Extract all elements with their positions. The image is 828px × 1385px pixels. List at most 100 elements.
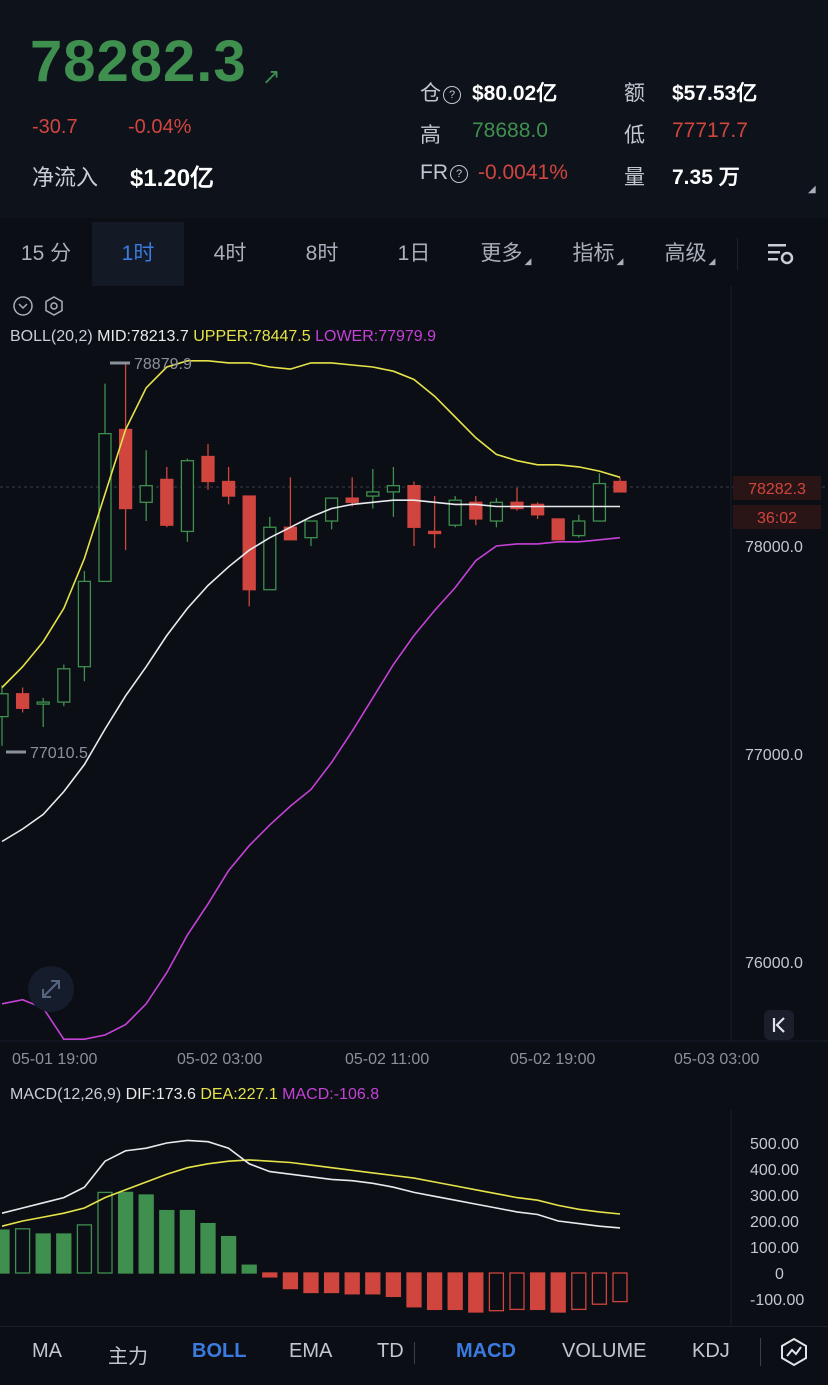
candle-body	[407, 485, 421, 528]
candle-body	[324, 497, 339, 522]
macd-dea: DEA:227.1	[200, 1086, 278, 1103]
indicator-macd[interactable]: MACD	[456, 1340, 516, 1362]
candle-body	[572, 520, 586, 537]
tab-15m[interactable]: 15 分	[20, 242, 72, 265]
tab-indicators[interactable]: 指标 ◢	[572, 242, 624, 266]
macd-histogram-bar	[14, 1228, 31, 1274]
tab-more[interactable]: 更多 ◢	[480, 242, 532, 266]
macd-histogram-bar	[262, 1272, 278, 1278]
macd-histogram-bar	[344, 1272, 360, 1295]
macd-histogram-bar	[365, 1272, 381, 1295]
indicator-ema[interactable]: EMA	[289, 1340, 333, 1362]
macd-histogram-bar	[509, 1272, 525, 1311]
current-price-tag-bg	[733, 476, 821, 500]
candle-body	[386, 485, 401, 493]
macd-value: MACD:-106.8	[282, 1086, 380, 1103]
expand-header-icon[interactable]: ◢	[808, 184, 816, 195]
candle-body	[345, 497, 359, 503]
candle-body	[221, 480, 236, 497]
tab-8h[interactable]: 8时	[305, 242, 339, 265]
candle-body	[36, 701, 50, 705]
info-circle-icon[interactable]: ?	[450, 165, 468, 183]
x-tick-label: 05-02 19:00	[510, 1051, 596, 1068]
toolbar-divider	[760, 1338, 761, 1366]
boll-lower: LOWER:77979.9	[315, 328, 437, 345]
indicator-volume[interactable]: VOLUME	[562, 1340, 647, 1362]
candle-body	[366, 491, 380, 497]
indicator-divider	[414, 1342, 415, 1364]
macd-histogram-bar	[241, 1264, 257, 1274]
tab-1d[interactable]: 1日	[397, 242, 431, 265]
candle-body	[304, 520, 318, 539]
y-tick-label: 78000.0	[745, 539, 803, 556]
low-label: 低	[624, 124, 645, 147]
candle-body	[98, 432, 112, 583]
macd-histogram-bar	[488, 1272, 505, 1312]
volume-value: 7.35 万	[672, 166, 740, 189]
candlestick-chart[interactable]: 78879.9 77010.5 78000.0 77000.0 76000.0 78…	[0, 286, 828, 1076]
candle-body	[448, 499, 462, 526]
low-value: 77717.7	[672, 119, 748, 142]
dea-line	[1, 1159, 621, 1227]
macd-histogram-bar	[138, 1194, 154, 1274]
macd-histogram-bar	[550, 1272, 566, 1313]
current-price-tag: 78282.3	[748, 481, 806, 498]
macd-histogram-bar	[35, 1233, 51, 1274]
macd-y-tick-label: 0	[775, 1266, 784, 1283]
high-label: 高	[420, 124, 441, 147]
macd-legend: MACD(12,26,9) DIF:173.6 DEA:227.1 MACD:-…	[10, 1086, 379, 1104]
expand-icon[interactable]	[28, 966, 74, 1012]
turnover-label: 额	[624, 82, 645, 105]
candle-body	[489, 501, 504, 522]
macd-chart[interactable]: 500.00 400.00 300.00 200.00 100.00 0 -100.00	[0, 1110, 828, 1326]
indicator-boll[interactable]: BOLL	[192, 1340, 247, 1362]
max-marker-label: 78879.9	[134, 356, 192, 373]
last-price: 78282.3	[30, 29, 247, 94]
macd-histogram-bar	[447, 1272, 463, 1311]
tab-4h[interactable]: 4时	[213, 242, 247, 265]
indicator-ma[interactable]: MA	[32, 1340, 62, 1362]
min-marker-label: 77010.5	[30, 745, 88, 762]
settings-hex-icon[interactable]	[43, 295, 65, 322]
macd-histogram-bar	[56, 1233, 72, 1274]
indicator-td[interactable]: TD	[377, 1340, 404, 1362]
tab-1h[interactable]: 1时	[92, 222, 184, 286]
boll-mid: MID:78213.7	[97, 328, 189, 345]
volume-label: 量	[624, 166, 645, 189]
candle-body	[160, 478, 174, 526]
candle-body	[551, 518, 565, 541]
chevron-down-circle-icon[interactable]	[12, 295, 34, 322]
countdown-tag: 36:02	[757, 510, 797, 527]
candle-body	[201, 455, 215, 483]
candle-body	[263, 526, 277, 591]
trend-arrow-icon: ↗	[262, 64, 281, 89]
macd-histogram-bar	[529, 1272, 546, 1311]
candle-body	[613, 480, 627, 493]
funding-rate-value: -0.0041%	[478, 161, 568, 184]
boll-legend: BOLL(20,2) MID:78213.7 UPPER:78447.5 LOW…	[10, 328, 436, 346]
funding-rate-label: FR?	[420, 161, 468, 185]
macd-histogram-bar	[303, 1272, 319, 1294]
macd-histogram-bar	[426, 1272, 443, 1311]
indicator-main-force[interactable]: 主力	[108, 1346, 148, 1368]
tab-divider	[737, 238, 738, 270]
tab-advanced[interactable]: 高级 ◢	[664, 242, 716, 266]
jump-to-latest-icon[interactable]	[764, 1010, 794, 1040]
chart-settings-icon[interactable]	[766, 240, 796, 273]
macd-histogram-bar	[97, 1191, 113, 1274]
candle-body	[139, 485, 153, 503]
candle-body	[242, 495, 256, 591]
candle-body	[77, 580, 92, 668]
macd-y-tick-label: 300.00	[750, 1188, 799, 1205]
boll-lower-line	[1, 536, 621, 1041]
info-circle-icon[interactable]: ?	[443, 86, 461, 104]
macd-dif: DIF:173.6	[125, 1086, 196, 1103]
indicator-kdj[interactable]: KDJ	[692, 1340, 730, 1362]
macd-y-tick-label: 500.00	[750, 1136, 799, 1153]
macd-y-tick-label: 200.00	[750, 1214, 799, 1231]
draw-tool-icon[interactable]	[778, 1336, 810, 1373]
macd-histogram-bar	[406, 1272, 422, 1308]
boll-upper: UPPER:78447.5	[193, 328, 311, 345]
candle-body	[510, 501, 524, 510]
price-change: -30.7	[32, 116, 78, 138]
